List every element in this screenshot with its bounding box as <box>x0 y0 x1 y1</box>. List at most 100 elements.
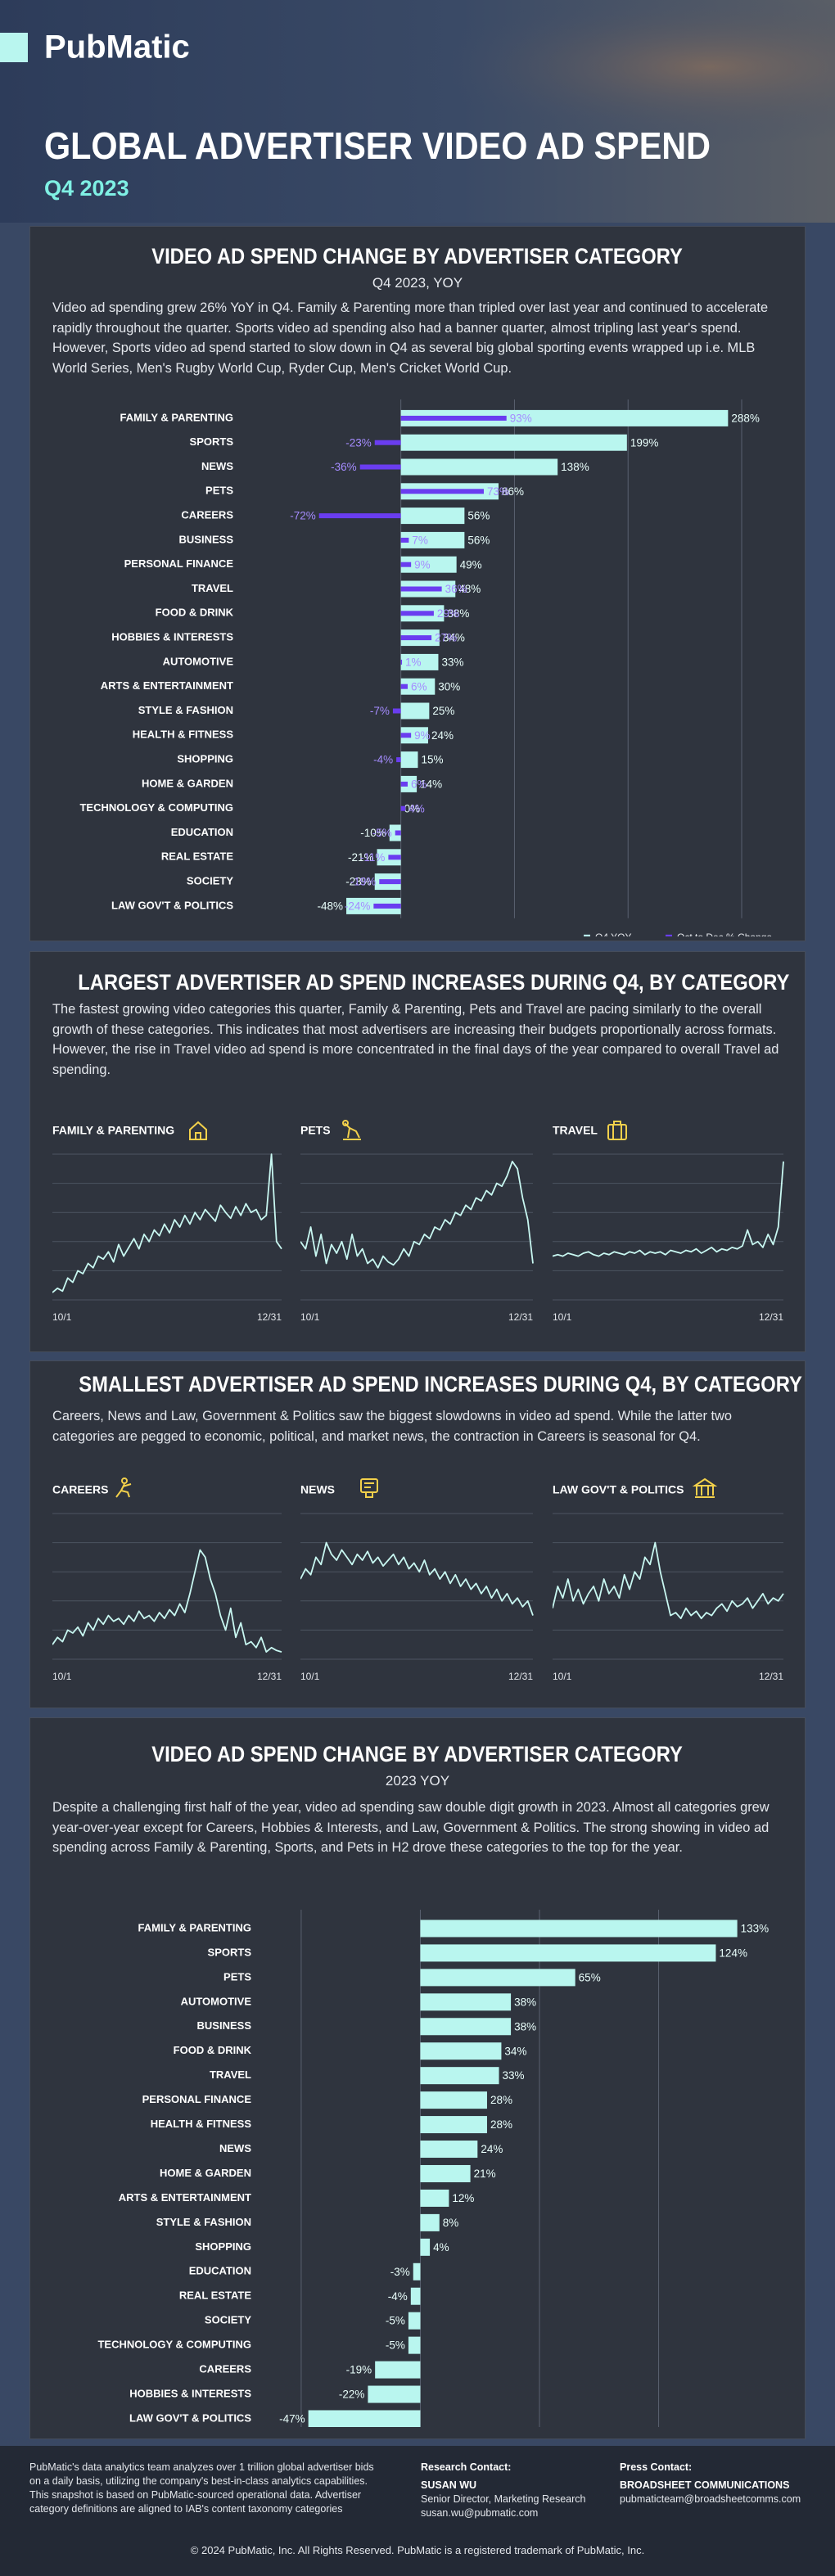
line <box>300 1161 534 1269</box>
category-label: HOME & GARDEN <box>160 2167 251 2179</box>
value-label: -5% <box>386 2315 405 2327</box>
icon <box>342 1120 361 1140</box>
category-label: FAMILY & PARENTING <box>120 411 233 423</box>
bar-chart: FAMILY & PARENTING 288% 93% SPORTS 199% -23% N… <box>79 399 772 936</box>
value-label: 56% <box>467 510 490 522</box>
bar <box>420 2042 502 2060</box>
category-label: TRAVEL <box>192 582 233 594</box>
category-label: HOBBIES & INTERESTS <box>111 631 233 643</box>
value-label: 15% <box>421 754 443 766</box>
value-label: 124% <box>719 1947 747 1959</box>
panel-title: VIDEO AD SPEND CHANGE BY ADVERTISER CATE… <box>151 1742 684 1766</box>
value-label: -4% <box>373 754 393 766</box>
panel-subtitle: 2023 YOY <box>385 1773 450 1789</box>
value-label: -7% <box>370 705 390 717</box>
chart-title: PETS <box>300 1124 331 1137</box>
panel-title: SMALLEST ADVERTISER AD SPEND INCREASES D… <box>79 1372 802 1396</box>
icon <box>189 1121 207 1140</box>
panel <box>29 951 806 1352</box>
value-label: -19% <box>346 2364 372 2376</box>
bar <box>420 2238 431 2256</box>
bar <box>400 805 406 811</box>
contact-name: BROADSHEET COMMUNICATIONS <box>620 2479 790 2491</box>
line-chart: LAW GOV'T & POLITICS 10/1 12/31 <box>553 1477 784 1682</box>
category-label: FOOD & DRINK <box>174 2044 252 2056</box>
bar <box>400 733 412 738</box>
value-label: 33% <box>503 2069 525 2082</box>
value-label: 27% <box>435 632 457 644</box>
panel-text: Despite a challenging first half of the … <box>52 1800 770 1855</box>
category-label: TECHNOLOGY & COMPUTING <box>79 801 233 814</box>
value-label: -48% <box>318 900 344 912</box>
press-contact: Press Contact: BROADSHEET COMMUNICATIONS… <box>620 2461 824 2506</box>
value-label: 65% <box>579 1971 601 1983</box>
value-label: 12% <box>452 2192 474 2204</box>
panel-title: VIDEO AD SPEND CHANGE BY ADVERTISER CATE… <box>151 244 684 268</box>
value-label: -10% <box>360 827 386 839</box>
line <box>52 1153 282 1293</box>
x-tick-label: 12/31 <box>759 1671 783 1682</box>
bar <box>420 1944 716 1962</box>
legend-swatch <box>666 934 672 936</box>
value-label: 6% <box>411 680 427 692</box>
value-label: 36% <box>445 583 467 595</box>
line-chart: PETS 10/1 12/31 <box>300 1120 534 1323</box>
value-label: -24% <box>345 900 371 912</box>
x-tick-label: 12/31 <box>257 1671 282 1682</box>
category-label: SHOPPING <box>195 2240 251 2253</box>
bar <box>400 531 465 548</box>
bar <box>400 702 430 720</box>
bar <box>400 653 439 670</box>
bar <box>400 489 484 494</box>
bar <box>408 2336 421 2354</box>
bar <box>373 903 401 909</box>
category-label: NEWS <box>219 2142 251 2154</box>
value-label: 28% <box>490 2118 512 2131</box>
bar <box>400 434 627 451</box>
category-label: EDUCATION <box>171 826 233 838</box>
line-chart: FAMILY & PARENTING 10/1 12/31 <box>52 1121 282 1323</box>
category-label: SPORTS <box>208 1946 252 1958</box>
value-label: -5% <box>372 827 392 839</box>
value-label: 86% <box>502 485 524 498</box>
bar <box>420 2091 487 2109</box>
bar <box>374 440 401 445</box>
header-photo <box>0 0 835 223</box>
logo-mark <box>0 33 28 62</box>
bar <box>308 2410 421 2427</box>
bar <box>400 727 428 744</box>
x-tick-label: 10/1 <box>52 1671 72 1682</box>
line <box>300 1541 534 1616</box>
bar <box>375 2361 421 2379</box>
value-label: -19% <box>350 876 377 888</box>
category-label: SOCIETY <box>205 2314 251 2326</box>
panel-title: LARGEST ADVERTISER AD SPEND INCREASES DU… <box>78 970 790 995</box>
category-label: ARTS & ENTERTAINMENT <box>101 679 233 692</box>
bar <box>420 2189 449 2207</box>
bar <box>420 1993 512 2011</box>
header: PubMatic GLOBAL ADVERTISER VIDEO AD SPEN… <box>0 0 835 223</box>
value-label: 4% <box>408 802 425 814</box>
bar <box>400 409 729 426</box>
bar <box>400 683 408 689</box>
legend-swatch <box>584 934 590 936</box>
value-label: -36% <box>331 461 357 473</box>
value-label: 34% <box>443 632 465 644</box>
line-chart: CAREERS 10/1 12/31 <box>52 1477 282 1682</box>
value-label: 49% <box>460 558 482 571</box>
category-label: CAREERS <box>181 509 233 521</box>
category-label: AUTOMOTIVE <box>181 1995 252 2007</box>
line-chart: NEWS 10/1 12/31 <box>300 1478 534 1682</box>
logo: PubMatic <box>44 29 190 65</box>
category-label: HOBBIES & INTERESTS <box>129 2387 251 2399</box>
icon <box>115 1477 132 1498</box>
x-tick-label: 12/31 <box>508 1311 533 1323</box>
value-label: -4% <box>388 2290 408 2303</box>
bar <box>400 562 412 567</box>
copyright: © 2024 PubMatic, Inc. All Rights Reserve… <box>190 2544 645 2556</box>
value-label: 4% <box>433 2241 449 2253</box>
category-label: STYLE & FASHION <box>138 704 233 716</box>
category-label: TECHNOLOGY & COMPUTING <box>97 2339 251 2351</box>
category-label: PETS <box>205 485 233 497</box>
